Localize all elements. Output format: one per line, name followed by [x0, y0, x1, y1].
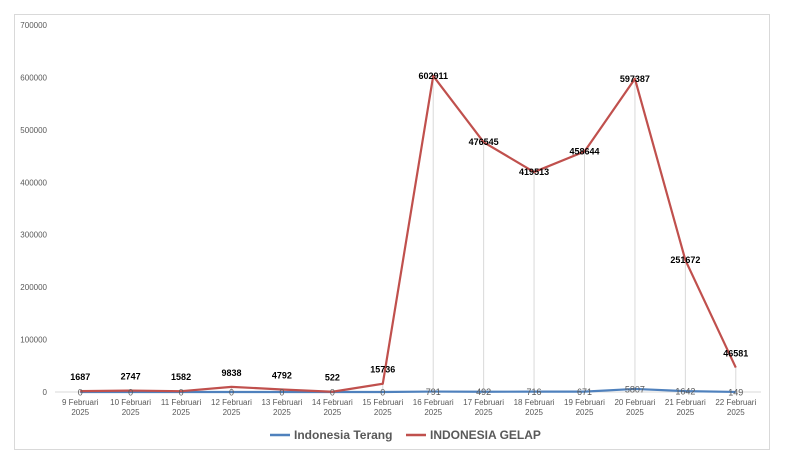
- data-label-gelap: 251672: [670, 255, 700, 265]
- data-label-terang: 149: [728, 387, 743, 397]
- y-tick-label: 100000: [20, 336, 47, 345]
- series-line-1: [80, 387, 736, 394]
- x-tick-label: 13 Februari 2025: [261, 398, 302, 417]
- x-tick-label: 17 Februari 2025: [463, 398, 504, 417]
- data-label-gelap: 602911: [418, 71, 448, 81]
- chart-area: 0 100000 200000 300000 400000 500000 600000 700…: [14, 14, 770, 450]
- data-label-terang: 716: [527, 387, 542, 397]
- data-label-terang: 0: [78, 388, 83, 398]
- y-tick-label: 400000: [20, 178, 47, 187]
- x-tick-label: 21 Februari 2025: [665, 398, 706, 417]
- x-tick-label: 20 Februari 2025: [614, 398, 655, 417]
- x-tick-label: 15 Februari 2025: [362, 398, 403, 417]
- x-tick-label: 14 Februari 2025: [312, 398, 353, 417]
- y-tick-label: 600000: [20, 73, 47, 82]
- y-tick-label: 700000: [20, 21, 47, 30]
- x-tick-label: 9 Februari 2025: [62, 398, 99, 417]
- x-tick-label: 10 Februari 2025: [110, 398, 151, 417]
- data-label-terang: 0: [330, 388, 335, 398]
- data-label-gelap: 1582: [171, 372, 191, 382]
- x-tick-label: 19 Februari 2025: [564, 398, 605, 417]
- data-label-gelap: 1687: [70, 372, 90, 382]
- data-label-terang: 791: [426, 387, 441, 397]
- x-tick-label: 18 Februari 2025: [514, 398, 555, 417]
- y-tick-label: 200000: [20, 283, 47, 292]
- data-label-gelap: 2747: [121, 372, 141, 382]
- data-label-terang: 0: [179, 388, 184, 398]
- line-chart: 0 100000 200000 300000 400000 500000 600000 700…: [20, 21, 761, 442]
- x-tick-label: 12 Februari 2025: [211, 398, 252, 417]
- x-tick-label: 11 Februari 2025: [161, 398, 202, 417]
- data-label-gelap: 522: [325, 373, 340, 383]
- y-tick-label: 500000: [20, 126, 47, 135]
- data-label-terang: 5807: [625, 384, 645, 394]
- data-label-gelap: 458644: [569, 147, 599, 157]
- y-tick-label: 0: [43, 388, 48, 397]
- x-tick-label: 22 Februari 2025: [715, 398, 756, 417]
- data-label-terang: 0: [128, 388, 133, 398]
- legend-label: INDONESIA GELAP: [430, 428, 541, 442]
- data-label-gelap: 9838: [221, 368, 241, 378]
- data-label-terang: 1642: [675, 387, 695, 397]
- data-label-terang: 0: [229, 388, 234, 398]
- data-label-gelap: 46581: [723, 349, 748, 359]
- legend-label: Indonesia Terang: [294, 428, 392, 442]
- data-label-gelap: 597387: [620, 74, 650, 84]
- data-label-gelap: 15736: [370, 365, 395, 375]
- y-tick-label: 300000: [20, 231, 47, 240]
- data-label-gelap: 4792: [272, 370, 292, 380]
- data-label-gelap: 419513: [519, 167, 549, 177]
- data-label-terang: 0: [279, 388, 284, 398]
- x-tick-label: 16 Februari 2025: [413, 398, 454, 417]
- data-label-terang: 492: [476, 387, 491, 397]
- data-label-terang: 671: [577, 387, 592, 397]
- data-label-gelap: 476545: [469, 137, 499, 147]
- data-label-terang: 0: [380, 388, 385, 398]
- series-line-2: [80, 74, 737, 393]
